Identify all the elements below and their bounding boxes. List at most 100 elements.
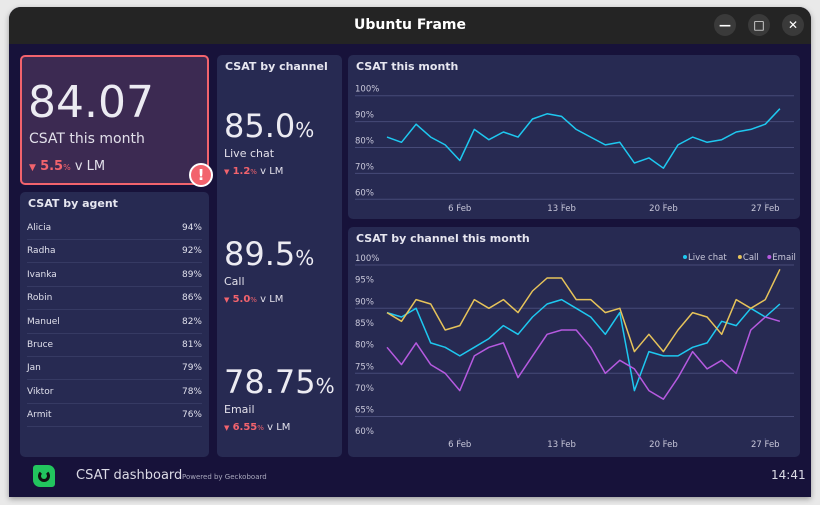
agent-score: 92% xyxy=(181,246,202,257)
clock: 14:41 xyxy=(771,468,806,482)
y-tick-label: 70% xyxy=(355,162,374,172)
channel-value: 85.0 xyxy=(224,107,296,145)
channel-stat: 89.5% Call ▼ 5.0% v LM xyxy=(224,235,315,305)
agent-name: Armit xyxy=(27,410,52,421)
y-tick-label: 90% xyxy=(355,111,374,121)
y-tick-label: 85% xyxy=(355,319,374,329)
legend-label: Live chat xyxy=(688,253,727,263)
channel-value: 89.5 xyxy=(224,235,296,273)
dashboard-title: CSAT dashboard xyxy=(76,468,183,483)
x-tick-label: 13 Feb xyxy=(547,440,576,450)
agent-row: Alicia 94% xyxy=(27,217,202,240)
agent-name: Alicia xyxy=(27,223,52,233)
close-button[interactable]: ✕ xyxy=(782,14,804,36)
csat-month-chart: 100% 90% 80% 70% 60% 6 Feb 13 Feb 20 Feb 27 Feb xyxy=(355,85,794,214)
channel-stat: 78.75% Email ▼ 6.55% v LM xyxy=(224,363,335,433)
agent-name: Ivanka xyxy=(27,269,57,280)
csat-kpi-card: 84.07 CSAT this month ▼ 5.5% v LM xyxy=(20,55,209,185)
csat-month-chart-card: CSAT this month 100% 90% 80% 70% 60% 6 Feb 13 … xyxy=(348,55,800,219)
y-tick-label: 75% xyxy=(355,362,374,372)
agent-name: Manuel xyxy=(27,316,60,327)
down-arrow-icon: ▼ xyxy=(29,163,36,173)
kpi-delta: ▼ 5.5% v LM xyxy=(29,159,106,174)
agent-score: 86% xyxy=(181,293,202,304)
y-tick-label: 100% xyxy=(355,254,379,264)
agent-score: 76% xyxy=(181,410,202,421)
agent-score: 78% xyxy=(181,386,202,397)
agent-row: Radha 92% xyxy=(27,240,202,264)
y-tick-label: 70% xyxy=(355,384,374,394)
agent-row: Viktor 78% xyxy=(27,381,202,404)
x-tick-label: 27 Feb xyxy=(751,440,780,450)
agent-score: 81% xyxy=(181,340,202,350)
agent-card-title: CSAT by agent xyxy=(28,197,118,210)
powered-by: Powered by Geckoboard xyxy=(182,473,267,481)
series-line-call xyxy=(386,268,781,353)
y-tick-label: 60% xyxy=(355,188,374,198)
series-line-live-chat xyxy=(386,298,781,392)
channel-stat: 85.0% Live chat ▼ 1.2% v LM xyxy=(224,107,315,177)
csat-by-agent-card: CSAT by agent Alicia 94% Radha 92% Ivanka 89%… xyxy=(20,192,209,457)
agent-score: 79% xyxy=(181,363,202,374)
geckoboard-logo-icon xyxy=(33,465,55,487)
agent-score: 94% xyxy=(181,223,202,233)
channel-delta: ▼ 6.55% v LM xyxy=(224,422,291,433)
agent-name: Robin xyxy=(27,293,53,304)
minimize-button[interactable]: — xyxy=(714,14,736,36)
down-arrow-icon: ▼ xyxy=(224,296,230,304)
y-tick-label: 80% xyxy=(355,137,374,147)
app-window: Ubuntu Frame — □ ✕ 84.07 CSAT this month… xyxy=(9,7,811,497)
agent-row: Ivanka 89% xyxy=(27,264,202,287)
channel-delta: ▼ 1.2% v LM xyxy=(224,166,284,177)
agent-row: Armit 76% xyxy=(27,404,202,428)
down-arrow-icon: ▼ xyxy=(224,424,230,432)
csat-channel-chart: 100% 95% 90% 85% 80% 75% 70% 65% 60% 6 Feb 13 Feb 2… xyxy=(355,253,796,450)
agent-row: Manuel 82% xyxy=(27,311,202,334)
agent-row: Bruce 81% xyxy=(27,334,202,357)
agent-score: 89% xyxy=(181,269,202,280)
y-tick-label: 90% xyxy=(355,297,374,307)
y-tick-label: 60% xyxy=(355,427,374,437)
x-tick-label: 20 Feb xyxy=(649,204,678,214)
maximize-button[interactable]: □ xyxy=(748,14,770,36)
channel-label: Email xyxy=(224,403,255,416)
agent-row: Robin 86% xyxy=(27,287,202,311)
window-title: Ubuntu Frame xyxy=(354,17,466,33)
agent-score: 82% xyxy=(181,316,202,327)
csat-by-channel-card: CSAT by channel 85.0% Live chat ▼ 1.2% v… xyxy=(217,55,342,457)
x-tick-label: 20 Feb xyxy=(649,440,678,450)
y-tick-label: 80% xyxy=(355,341,374,351)
chart-title: CSAT this month xyxy=(356,60,459,73)
y-tick-label: 65% xyxy=(355,406,374,416)
x-tick-label: 6 Feb xyxy=(448,440,471,450)
csat-channel-chart-card: CSAT by channel this month 100% 95% 90% 85%… xyxy=(348,227,800,457)
series-line-csat xyxy=(386,108,781,169)
x-tick-label: 6 Feb xyxy=(448,204,471,214)
agent-name: Radha xyxy=(27,246,56,257)
channel-delta: ▼ 5.0% v LM xyxy=(224,294,284,305)
agent-name: Bruce xyxy=(27,340,54,350)
agent-name: Viktor xyxy=(27,386,54,397)
x-tick-label: 13 Feb xyxy=(547,204,576,214)
agent-row: Jan 79% xyxy=(27,357,202,381)
legend-marker xyxy=(737,255,742,259)
y-tick-label: 100% xyxy=(355,85,379,95)
title-bar: Ubuntu Frame — □ ✕ xyxy=(9,7,811,44)
agent-name: Jan xyxy=(27,363,41,374)
legend-label: Call xyxy=(743,253,759,263)
legend-label: Email xyxy=(772,253,796,263)
kpi-value: 84.07 xyxy=(28,77,154,128)
alert-icon[interactable]: ! xyxy=(189,163,213,187)
down-arrow-icon: ▼ xyxy=(224,168,230,176)
channel-value: 78.75 xyxy=(224,363,316,401)
chart-title: CSAT by channel this month xyxy=(356,232,530,245)
channel-label: Call xyxy=(224,275,245,288)
kpi-label: CSAT this month xyxy=(29,131,145,147)
legend-marker xyxy=(767,255,772,259)
x-tick-label: 27 Feb xyxy=(751,204,780,214)
channel-label: Live chat xyxy=(224,147,275,160)
y-tick-label: 95% xyxy=(355,276,374,286)
channel-card-title: CSAT by channel xyxy=(225,60,328,73)
series-line-email xyxy=(386,316,781,400)
legend-marker xyxy=(683,255,687,259)
